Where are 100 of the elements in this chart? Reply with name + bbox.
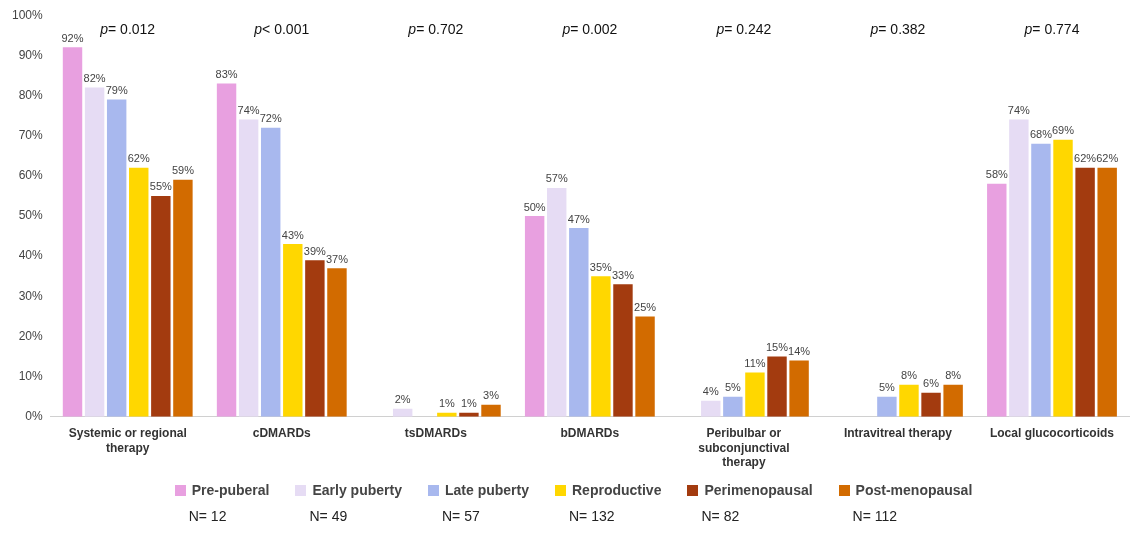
data-label: 5% (878, 381, 896, 394)
data-label: 62% (127, 152, 150, 165)
x-tick-label: Local glucocorticoids (989, 426, 1115, 441)
bar (129, 167, 149, 417)
data-label: 92% (61, 31, 84, 44)
bar (767, 356, 787, 417)
bar (261, 127, 281, 417)
data-label: 82% (83, 72, 106, 85)
data-label: 79% (105, 84, 128, 97)
bar (216, 83, 237, 417)
data-label: 69% (1052, 124, 1075, 137)
y-tick-label: 60% (18, 168, 44, 183)
x-tick-label: tsDMARDs (404, 426, 468, 441)
annotation: p= 0.702 (407, 21, 464, 38)
bar (613, 284, 633, 417)
bar (987, 183, 1007, 417)
data-label: 8% (945, 369, 962, 382)
data-label: 5% (724, 381, 742, 394)
annotation: p= 0.242 (715, 21, 772, 38)
data-label: 37% (325, 252, 349, 265)
bar (1075, 167, 1095, 417)
data-label: 15% (765, 341, 789, 354)
legend-label: Pre-puberal (191, 482, 270, 498)
data-label: 14% (788, 345, 811, 358)
legend-label: Perimenopausal (704, 482, 813, 498)
bar (591, 276, 611, 417)
bar (1053, 139, 1073, 417)
data-label: 50% (523, 200, 546, 213)
y-tick-label: 20% (18, 328, 44, 343)
annotation: p= 0.774 (1023, 21, 1080, 38)
data-label: 74% (1007, 104, 1031, 117)
x-tick-label: Systemic or regional therapy (68, 426, 187, 455)
text: N= 82 (700, 508, 741, 524)
data-label: 72% (259, 112, 282, 125)
bar (106, 99, 127, 417)
x-tick-label: cDMARDs (252, 426, 312, 441)
bar (745, 372, 765, 417)
y-tick-label: 10% (18, 368, 44, 383)
bar (789, 360, 809, 417)
data-label: 1% (460, 397, 478, 410)
x-tick-label: Intravitreal therapy (843, 426, 953, 441)
data-label: 74% (237, 104, 260, 117)
data-label: 2% (394, 393, 411, 406)
bar (723, 396, 743, 417)
data-label: 35% (589, 260, 613, 273)
text: N= 49 (308, 508, 349, 524)
bar (921, 392, 941, 417)
bar (62, 47, 83, 417)
bar (327, 268, 347, 417)
bar (1097, 167, 1117, 417)
annotation: p= 0.002 (561, 21, 618, 38)
bar (238, 119, 259, 417)
x-tick-label: bDMARDs (560, 426, 620, 441)
data-label: 1% (438, 397, 456, 410)
bar (1009, 119, 1029, 417)
data-label: 59% (171, 164, 195, 177)
annotation: p< 0.001 (253, 21, 310, 38)
data-label: 33% (611, 268, 635, 281)
data-label: 3% (483, 389, 500, 402)
y-tick-label: 80% (18, 87, 44, 102)
bar (899, 384, 919, 417)
x-tick-label: Peribulbar or subconjunctival therapy (698, 426, 790, 470)
bar (283, 244, 303, 417)
data-label: 83% (215, 68, 238, 80)
y-tick-label: 0% (25, 409, 44, 424)
y-tick-label: 30% (18, 288, 44, 303)
y-tick-label: 70% (18, 127, 44, 142)
data-label: 6% (923, 377, 940, 390)
bar (173, 179, 193, 417)
bar (569, 228, 589, 417)
data-label: 55% (149, 180, 173, 193)
text: N= 12 (187, 508, 228, 524)
data-label: 62% (1096, 152, 1119, 165)
bar (943, 384, 963, 417)
bar (635, 316, 655, 417)
text: N= 132 (568, 508, 616, 524)
data-label: 62% (1074, 152, 1097, 165)
legend-label: Reproductive (571, 482, 662, 498)
data-label: 47% (567, 212, 591, 225)
bar (481, 404, 501, 417)
y-tick-label: 40% (18, 248, 44, 263)
y-tick-label: 100% (11, 7, 44, 22)
annotation: p= 0.012 (99, 21, 156, 38)
data-label: 11% (744, 357, 766, 370)
y-tick-label: 90% (18, 47, 44, 62)
data-label: 43% (281, 228, 305, 241)
bar (547, 187, 567, 417)
annotation: p= 0.382 (869, 21, 926, 38)
data-label: 4% (702, 385, 719, 398)
data-label: 58% (985, 168, 1008, 181)
bar (151, 195, 171, 417)
bar (305, 260, 325, 417)
data-label: 25% (634, 300, 657, 313)
data-label: 68% (1029, 128, 1053, 141)
bar (877, 396, 897, 417)
legend-label: Post-menopausal (855, 482, 973, 498)
legend-label: Early puberty (312, 482, 402, 498)
bar (524, 216, 545, 417)
bar (701, 400, 721, 417)
y-tick-label: 50% (18, 208, 44, 223)
